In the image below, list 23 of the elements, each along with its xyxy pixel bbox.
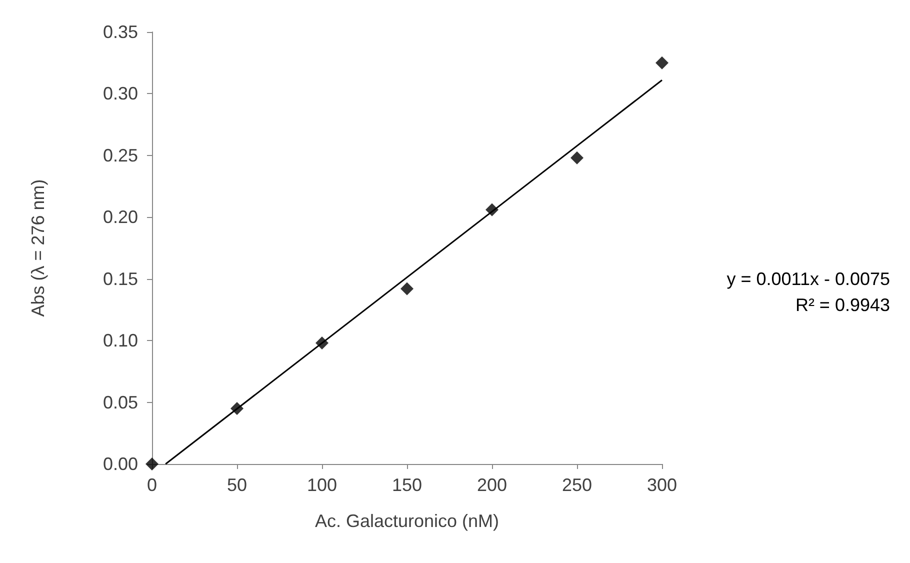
- x-tick-label: 200: [476, 475, 508, 495]
- x-tick-label: 150: [392, 475, 422, 495]
- point: [400, 282, 414, 296]
- y-tick-label: 0.10: [102, 330, 138, 351]
- point: [570, 151, 584, 164]
- x-tick-label: 0: [146, 475, 158, 495]
- x-axis-title: Ac. Galacturonico (nM): [314, 511, 500, 531]
- text: y = 0.0011x - 0.0075: [726, 269, 890, 289]
- y-tick-label: 0.15: [102, 268, 138, 289]
- y-tick-label: 0.25: [102, 145, 138, 166]
- x-tick-label: 100: [306, 475, 338, 495]
- y-tick-label: 0.20: [102, 207, 138, 228]
- y-tick-label: 0.00: [102, 454, 138, 474]
- y-tick-label: 0.35: [102, 22, 138, 42]
- x-tick-label: 300: [646, 475, 678, 495]
- x-tick-label: 50: [226, 475, 248, 495]
- point: [146, 458, 158, 470]
- x-tick-label: 250: [562, 475, 592, 495]
- text: R² = 0.9943: [795, 295, 890, 315]
- y-axis-title: Abs (λ = 276 nm): [28, 179, 48, 317]
- y-tick-label: 0.05: [102, 392, 138, 412]
- y-tick-label: 0.30: [102, 84, 138, 104]
- point: [656, 56, 668, 70]
